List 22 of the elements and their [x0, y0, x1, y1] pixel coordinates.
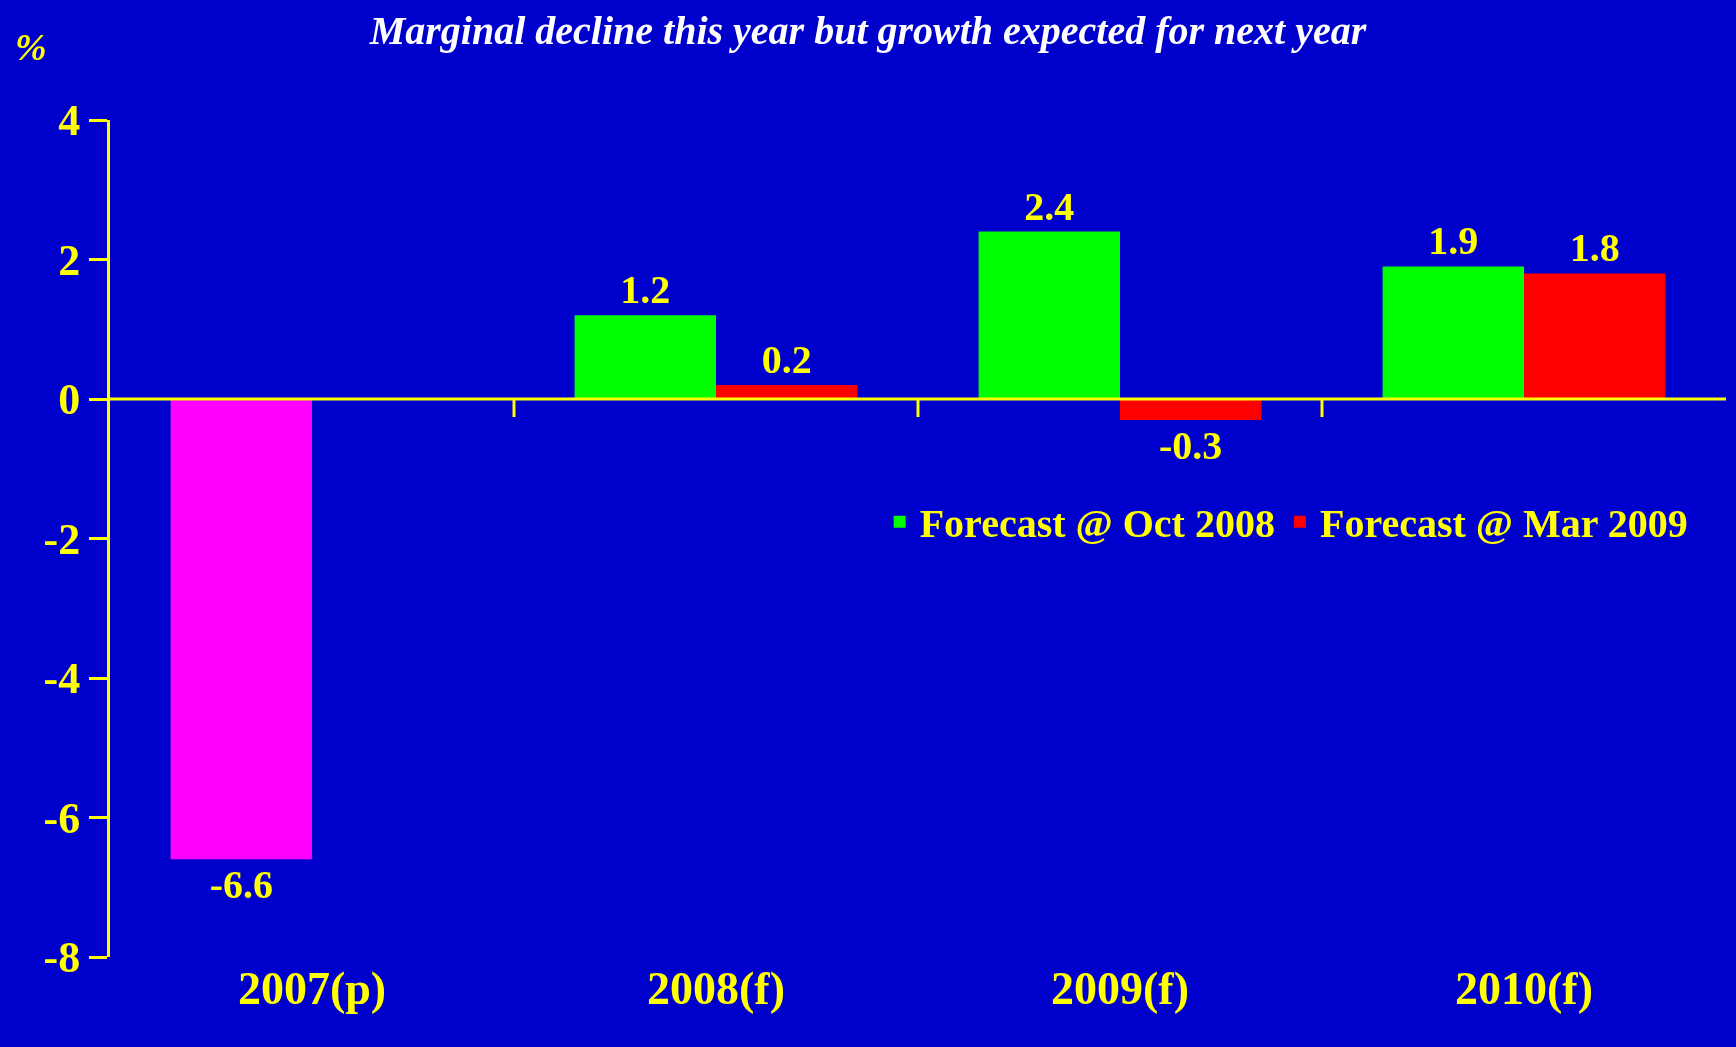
legend-label: Forecast @ Oct 2008 — [919, 501, 1275, 547]
data-label: 0.2 — [761, 337, 812, 383]
y-tick-label: -2 — [43, 514, 81, 564]
y-tick-label: -4 — [43, 654, 81, 704]
x-tick-label: 2010(f) — [1455, 963, 1593, 1014]
y-axis-title: % — [15, 26, 47, 68]
legend-label: Forecast @ Mar 2009 — [1319, 501, 1688, 547]
y-tick-label: -6 — [43, 793, 81, 843]
x-tick-label: 2008(f) — [647, 963, 785, 1014]
chart-title: Marginal decline this year but growth expected for next year — [368, 7, 1367, 53]
y-tick-label: 0 — [58, 375, 81, 425]
x-tick-label: 2009(f) — [1051, 963, 1189, 1014]
data-label: 1.9 — [1428, 218, 1479, 264]
y-tick-label: -8 — [43, 933, 81, 983]
data-label: 2.4 — [1024, 183, 1075, 229]
data-label: 1.8 — [1569, 225, 1620, 271]
data-label: -0.3 — [1159, 422, 1223, 468]
data-label: -6.6 — [209, 862, 273, 908]
y-tick-label: 4 — [58, 96, 81, 146]
data-label: 1.2 — [620, 267, 671, 313]
y-tick-label: 2 — [58, 235, 81, 285]
x-tick-label: 2007(p) — [237, 963, 387, 1014]
